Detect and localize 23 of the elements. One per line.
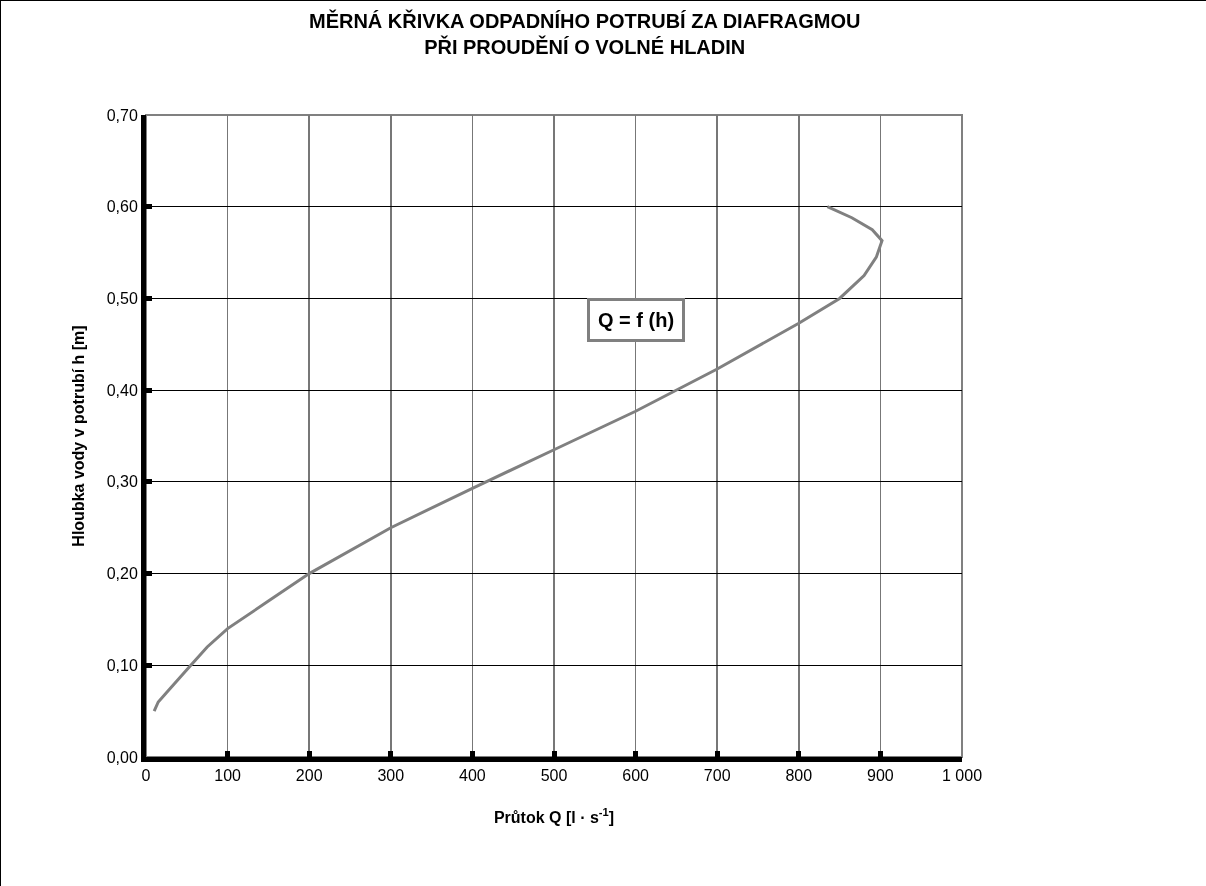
- x-tick-label: 300: [377, 767, 405, 785]
- y-axis-title: Hloubka vody v potrubí h [m]: [69, 325, 87, 547]
- x-tick-label: 600: [622, 767, 650, 785]
- y-tick-label: 0,50: [106, 290, 138, 308]
- y-tick-label: 0,70: [106, 106, 138, 124]
- x-tick-label: 1 000: [941, 767, 983, 785]
- annotation: Q = f (h): [598, 309, 675, 331]
- y-tick-label: 0,00: [106, 748, 138, 766]
- x-axis-title: Průtok Q [l · s$^{-1}$]: [493, 806, 615, 826]
- x-tick-label: 200: [295, 767, 323, 785]
- x-tick-label: 900: [867, 767, 894, 785]
- y-tick-label: 0,30: [106, 473, 138, 491]
- x-tick-label: 400: [459, 767, 486, 785]
- y-tick-label: 0,20: [106, 565, 138, 583]
- y-tick-label: 0,60: [106, 198, 138, 216]
- x-tick-label: 0: [141, 767, 151, 785]
- y-tick-label: 0,10: [106, 656, 138, 674]
- x-tick-label: 100: [214, 767, 242, 785]
- x-tick-label: 700: [703, 767, 731, 785]
- chart-title: MĚRNÁ KŘIVKA ODPADNÍHO POTRUBÍ ZA DIAFRAGMOU PŘI PROUDĚNÍ O VOLNÉ HLADIN: [308, 8, 861, 58]
- x-tick-label: 500: [540, 767, 568, 785]
- y-tick-label: 0,40: [106, 381, 138, 399]
- x-tick-label: 800: [785, 767, 813, 785]
